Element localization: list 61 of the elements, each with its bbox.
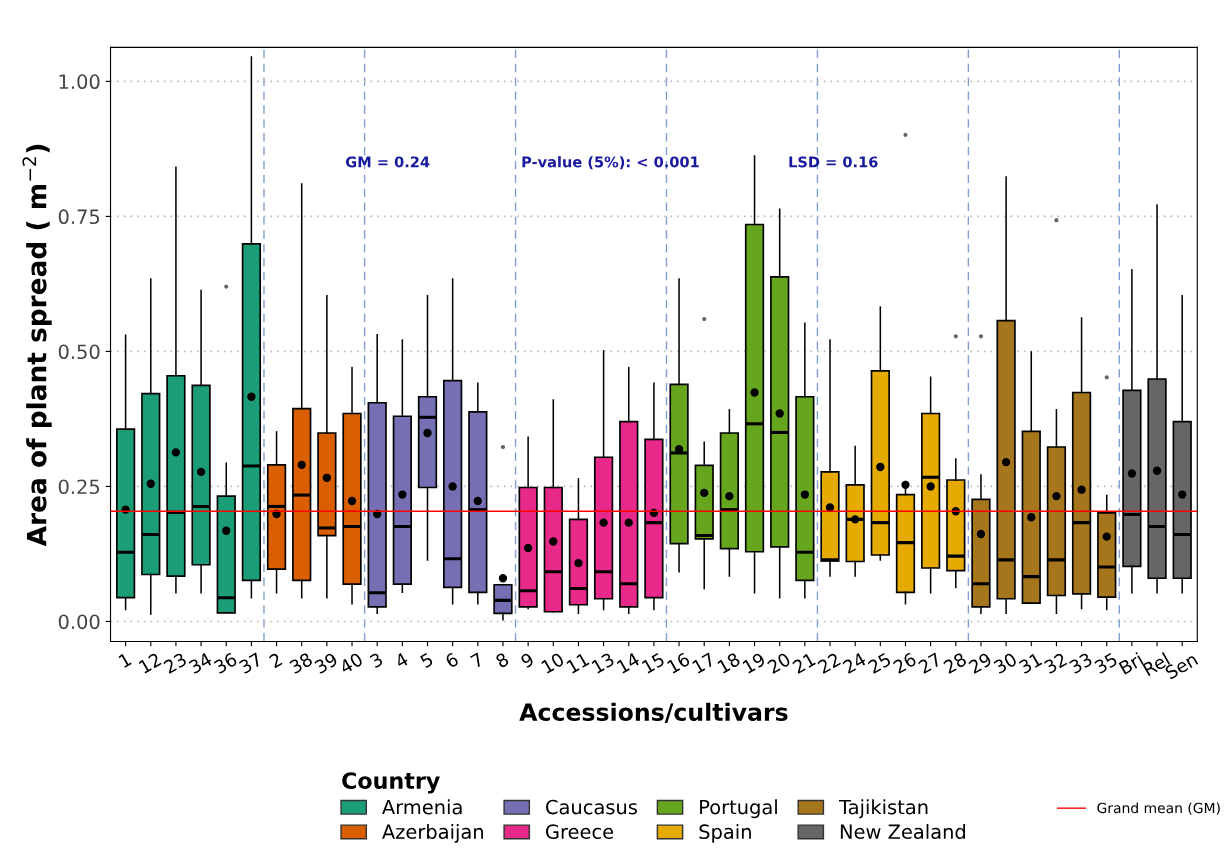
legend-label: New Zealand (840, 823, 966, 840)
x-tick-label: 33 (1068, 652, 1093, 675)
x-tick-label: 34 (188, 651, 213, 675)
x-tick-label: Bri (1118, 652, 1144, 675)
x-tick-label: 5 (419, 652, 434, 669)
x-tick-label: 17 (691, 652, 716, 674)
y-tick-label: 0.50 (58, 344, 100, 360)
x-tick-label: 9 (519, 652, 535, 669)
x-tick-label: 39 (313, 652, 339, 675)
x-tick-label: 16 (666, 652, 691, 674)
annotation: LSD = 0.16 (789, 156, 878, 168)
x-tick-label: 29 (967, 652, 993, 675)
y-tick-label: 0.75 (58, 209, 100, 225)
legend-label: Tajikistan (838, 799, 928, 819)
x-tick-label: 10 (540, 652, 565, 674)
x-tick-label: 19 (742, 652, 767, 674)
x-tick-label: 8 (494, 652, 510, 669)
x-tick-label: 23 (162, 652, 188, 675)
legend-label: Portugal (700, 799, 777, 819)
legend-label: Armenia (382, 799, 462, 815)
x-tick-label: 2 (268, 652, 283, 669)
annotation: GM = 0.24 (345, 156, 430, 168)
x-tick-label: 3 (369, 652, 384, 669)
y-tick-label: 1.00 (59, 74, 100, 90)
x-tick-label: 32 (1043, 652, 1068, 675)
x-tick-label: 24 (842, 651, 867, 674)
x-axis-title: Accessions/cultivars (519, 702, 788, 723)
x-tick-label: 21 (791, 652, 816, 674)
x-tick-label: 14 (616, 652, 641, 674)
x-tick-label: 1 (118, 652, 132, 668)
x-tick-label: 20 (766, 652, 792, 675)
legend-label: Grand mean (GM) (1097, 802, 1220, 815)
x-tick-label: 13 (591, 652, 615, 674)
annotation: P-value (5%): < 0.001 (522, 156, 699, 170)
x-tick-label: 40 (338, 652, 364, 675)
x-tick-label: 12 (138, 652, 162, 674)
x-tick-label: 26 (892, 652, 918, 675)
legend-label: Spain (699, 823, 751, 843)
x-tick-label: 28 (942, 652, 968, 675)
x-tick-label: 15 (641, 652, 666, 674)
x-tick-label: 35 (1093, 652, 1118, 675)
legend-label: Caucasus (546, 799, 637, 815)
x-tick-label: 38 (288, 652, 314, 675)
x-tick-label: 11 (566, 652, 590, 674)
y-tick-label: 0.25 (58, 479, 100, 495)
x-tick-label: 25 (867, 652, 892, 675)
x-tick-label: 31 (1018, 652, 1043, 675)
x-tick-label: 27 (917, 652, 942, 674)
x-tick-label: 30 (993, 652, 1018, 675)
legend-title: Country (342, 772, 440, 794)
x-tick-label: 4 (394, 652, 409, 669)
x-tick-label: 6 (444, 652, 460, 669)
y-tick-label: 0.00 (58, 614, 100, 630)
x-tick-label: 37 (238, 652, 263, 675)
x-tick-label: 36 (213, 652, 238, 675)
legend-label: Greece (546, 824, 614, 840)
x-tick-label: 7 (470, 652, 484, 669)
legend-label: Azerbaijan (382, 823, 483, 843)
x-tick-label: 22 (817, 652, 841, 674)
y-axis-title: Area of plant spread ( m$^{−2}$) (22, 144, 52, 547)
x-tick-label: 18 (716, 652, 741, 674)
